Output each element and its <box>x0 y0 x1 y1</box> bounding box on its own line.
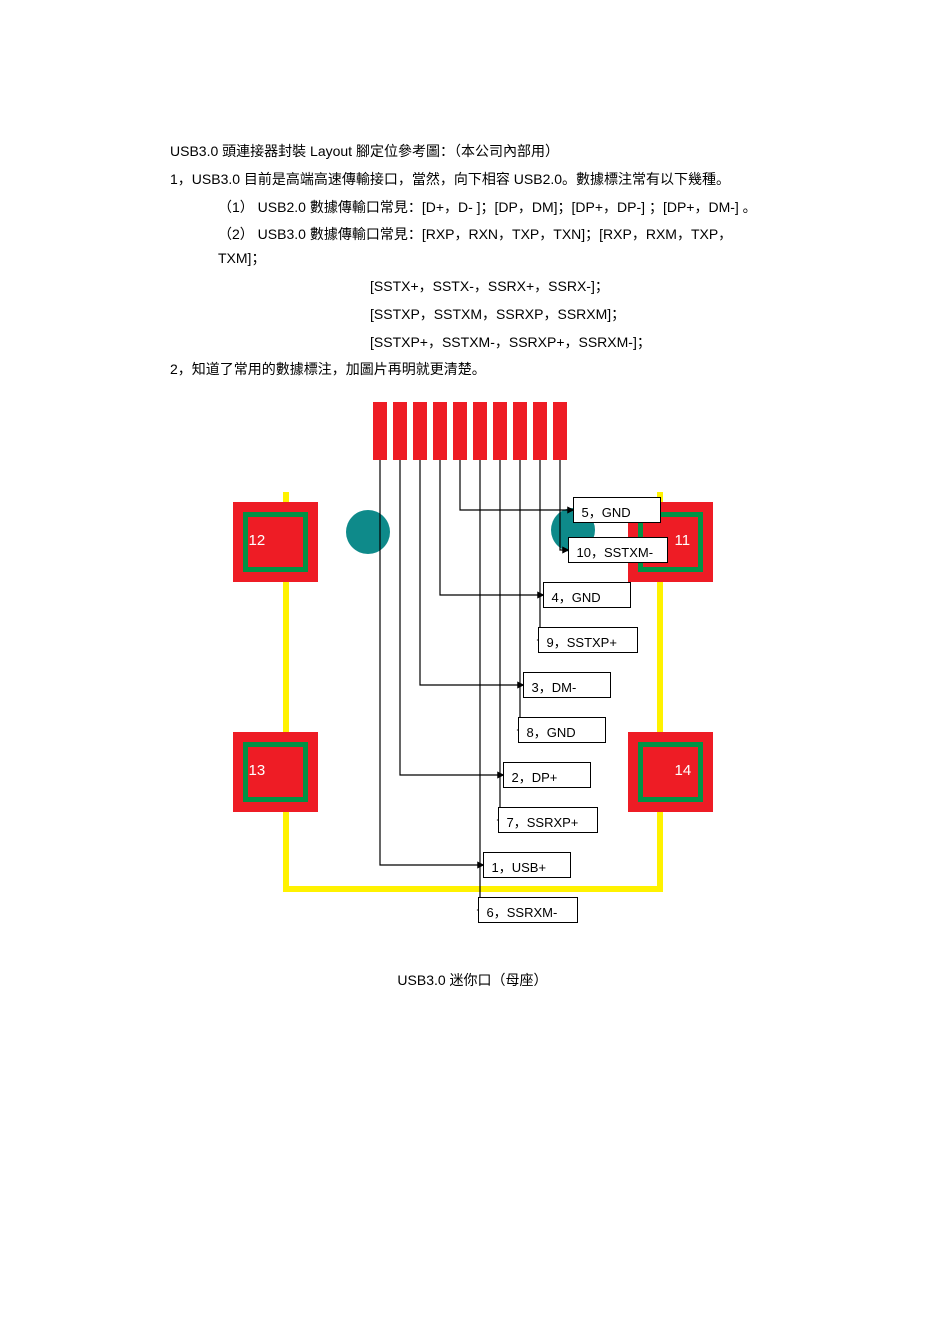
line-1: 1，USB3.0 目前是高端高速傳輸接口，當然，向下相容 USB2.0。數據標注… <box>170 168 775 192</box>
mounting-pad-label-13: 13 <box>249 762 266 779</box>
connector-pin-8 <box>513 402 527 460</box>
pin-label-9: 1，USB+ <box>483 852 571 878</box>
pin-label-4: 9，SSTXP+ <box>538 627 638 653</box>
pin-label-10: 6，SSRXM- <box>478 897 578 923</box>
connector-pin-6 <box>473 402 487 460</box>
line-2: 2，知道了常用的數據標注，加圖片再明就更清楚。 <box>170 358 775 382</box>
mounting-pad-label-14: 14 <box>675 762 692 779</box>
connector-outline-bottom <box>283 886 663 892</box>
connector-pin-7 <box>493 402 507 460</box>
pin-label-6: 8，GND <box>518 717 606 743</box>
sub-2: （2） USB3.0 數據傳輸口常見：[RXP，RXN，TXP，TXN]；[RX… <box>170 223 775 271</box>
connector-pin-10 <box>553 402 567 460</box>
connector-pin-2 <box>393 402 407 460</box>
connector-pin-3 <box>413 402 427 460</box>
mounting-pad-inner-14 <box>638 742 703 802</box>
diagram-caption: USB3.0 迷你口（母座） <box>170 970 775 990</box>
pin-label-8: 7，SSRXP+ <box>498 807 598 833</box>
pin-label-2: 10，SSTXM- <box>568 537 668 563</box>
connector-pin-4 <box>433 402 447 460</box>
sub-1: （1） USB2.0 數據傳輸口常見：[D+，D- ]；[DP，DM]；[DP+… <box>170 196 775 220</box>
usb-connector-diagram: 12 11 13 14 5，GND 10，SSTXM- 4，GND 9，SSTXP+ 3，DM-… <box>223 402 723 962</box>
pin-label-3: 4，GND <box>543 582 631 608</box>
mounting-pad-label-12: 12 <box>249 532 266 549</box>
title-line: USB3.0 頭連接器封裝 Layout 腳定位參考圖：（本公司內部用） <box>170 140 775 164</box>
sub-2b: [SSTXP，SSTXM，SSRXP，SSRXM]； <box>170 303 775 327</box>
mounting-hole-1 <box>346 510 390 554</box>
connector-pin-1 <box>373 402 387 460</box>
connector-pin-9 <box>533 402 547 460</box>
connector-pin-5 <box>453 402 467 460</box>
document-text: USB3.0 頭連接器封裝 Layout 腳定位參考圖：（本公司內部用） 1，U… <box>170 140 775 382</box>
sub-2c: [SSTXP+，SSTXM-，SSRXP+，SSRXM-]； <box>170 331 775 355</box>
pin-label-1: 5，GND <box>573 497 661 523</box>
sub-2a: [SSTX+，SSTX-，SSRX+，SSRX-]； <box>170 275 775 299</box>
pin-label-7: 2，DP+ <box>503 762 591 788</box>
connection-lines <box>223 402 723 962</box>
pin-label-5: 3，DM- <box>523 672 611 698</box>
mounting-pad-label-11: 11 <box>675 532 691 549</box>
